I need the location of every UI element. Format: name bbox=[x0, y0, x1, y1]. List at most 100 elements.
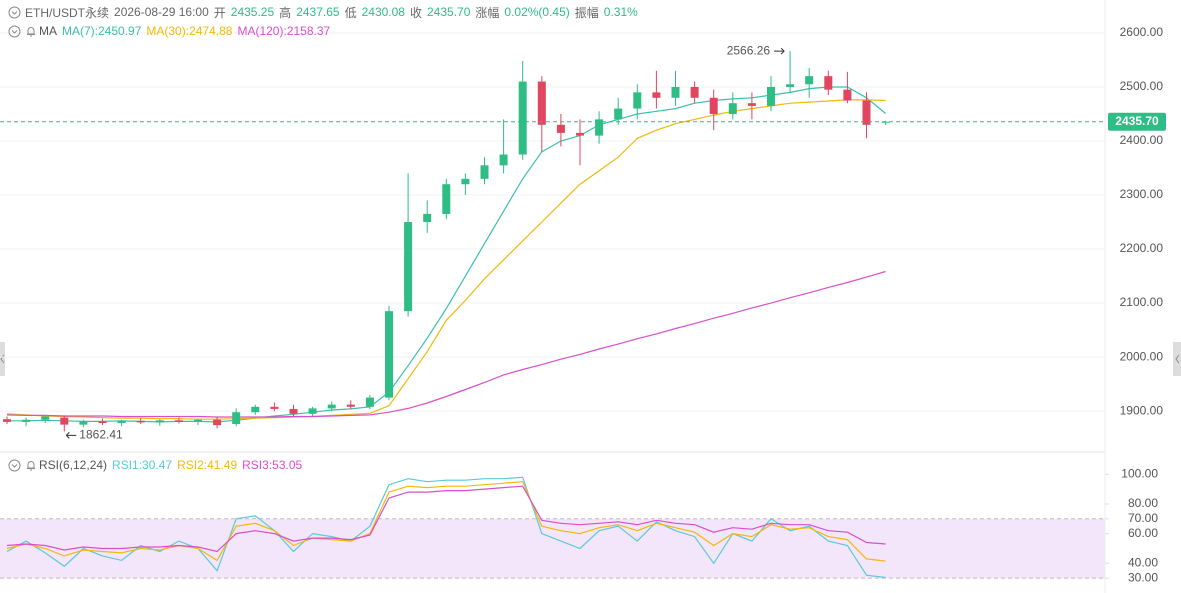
scroll-arrows bbox=[0, 354, 1180, 364]
symbol: ETH/USDT永续 bbox=[25, 5, 110, 20]
candle-body bbox=[327, 404, 336, 409]
field-value: 2435.70 bbox=[427, 5, 471, 19]
candle-body bbox=[595, 119, 604, 136]
legend-entry: RSI3:53.05 bbox=[242, 458, 303, 472]
rsi-tick-label: 40.00 bbox=[1128, 555, 1158, 569]
last-price-label: 2435.70 bbox=[1115, 114, 1159, 128]
candle-body bbox=[79, 421, 88, 425]
high-arrow bbox=[774, 47, 785, 55]
y-tick-label: 2400.00 bbox=[1120, 133, 1164, 147]
candle-body bbox=[824, 76, 833, 90]
alert-icon[interactable] bbox=[25, 25, 37, 38]
candle-body bbox=[499, 154, 508, 166]
high-label: 2566.26 bbox=[727, 43, 771, 57]
candle-body bbox=[289, 408, 298, 414]
candle-body bbox=[671, 86, 680, 98]
field-value: 2430.08 bbox=[361, 5, 405, 19]
candle-body bbox=[346, 404, 355, 407]
candle-body bbox=[365, 397, 374, 407]
candle-body bbox=[556, 124, 565, 133]
candle-body bbox=[747, 103, 756, 106]
candle-body bbox=[576, 132, 584, 136]
candle-body bbox=[174, 420, 183, 422]
y-tick-label: 2000.00 bbox=[1120, 349, 1164, 363]
candle-body bbox=[98, 421, 107, 423]
candle-body bbox=[3, 419, 11, 422]
field-label: 振幅 bbox=[574, 5, 599, 20]
field-value: 2437.65 bbox=[296, 5, 340, 19]
field-label: 低 bbox=[344, 5, 357, 20]
alert-icon[interactable] bbox=[25, 459, 37, 472]
candle-body bbox=[805, 76, 814, 85]
y-tick-label: 1900.00 bbox=[1120, 403, 1164, 417]
rsi-tick-label: 60.00 bbox=[1128, 526, 1158, 540]
candle-body bbox=[442, 184, 451, 214]
y-tick-label: 2200.00 bbox=[1120, 241, 1164, 255]
y-tick-label: 2100.00 bbox=[1120, 295, 1164, 309]
indicator-line bbox=[6, 99, 886, 420]
candle-body bbox=[537, 81, 546, 125]
candle-body bbox=[728, 103, 737, 114]
field-label: 高 bbox=[279, 5, 292, 20]
field-value: 0.31% bbox=[603, 5, 638, 19]
ma-legend: MA MA(7):2450.97 MA(30):2474.88 MA(120):215… bbox=[0, 23, 335, 39]
y-tick-label: 2300.00 bbox=[1120, 187, 1164, 201]
legend-entry: RSI2:41.49 bbox=[177, 458, 238, 472]
candle-body bbox=[60, 417, 69, 425]
candle-body bbox=[308, 408, 317, 414]
ma-title: MA bbox=[39, 24, 57, 38]
collapse-icon[interactable] bbox=[8, 6, 21, 19]
rsi-title: RSI(6,12,24) bbox=[39, 458, 108, 472]
candle-body bbox=[480, 165, 489, 179]
candle-body bbox=[862, 100, 871, 125]
rsi-legend: RSI(6,12,24) RSI1:30.47 RSI2:41.49 RSI3:53.… bbox=[0, 457, 307, 473]
legend-entry: MA(30):2474.88 bbox=[146, 24, 233, 38]
field-label: 涨幅 bbox=[475, 5, 500, 20]
last-price-box bbox=[1108, 112, 1166, 131]
candle-body bbox=[194, 419, 202, 422]
rsi-tick-label: 100.00 bbox=[1121, 466, 1158, 480]
y-tick-label: 2600.00 bbox=[1120, 25, 1164, 39]
field-label: 开 bbox=[213, 5, 226, 20]
rsi-tick-label: 30.00 bbox=[1128, 570, 1158, 584]
candle-body bbox=[690, 86, 699, 98]
ohlc-header: ETH/USDT永续 2026-08-29 16:00 开 2435.25 高 2437.… bbox=[0, 4, 643, 20]
collapse-icon[interactable] bbox=[8, 459, 21, 472]
rsi-tick-label: 70.00 bbox=[1128, 511, 1158, 525]
indicator-line bbox=[6, 270, 886, 418]
candle-body bbox=[213, 419, 222, 426]
candle-body bbox=[155, 420, 164, 423]
indicator-line bbox=[6, 481, 886, 562]
low-label: 1862.41 bbox=[79, 428, 123, 442]
candle-body bbox=[461, 178, 470, 185]
collapse-icon[interactable] bbox=[8, 25, 21, 38]
candle-body bbox=[423, 213, 432, 223]
scroll-tab-right[interactable] bbox=[1173, 342, 1181, 376]
candle-body bbox=[786, 84, 795, 87]
candle-body bbox=[709, 97, 718, 114]
scroll-tab-left[interactable] bbox=[0, 342, 5, 376]
timestamp: 2026-08-29 16:00 bbox=[114, 5, 209, 19]
low-arrow bbox=[65, 432, 77, 439]
candle-body bbox=[652, 92, 661, 98]
field-value: 2435.25 bbox=[230, 5, 275, 19]
legend-entry: MA(7):2450.97 bbox=[62, 24, 142, 38]
candle-body bbox=[404, 222, 413, 312]
candle-body bbox=[385, 311, 393, 398]
candle-body bbox=[251, 406, 260, 413]
candle-body bbox=[518, 81, 527, 155]
candle-body bbox=[767, 86, 775, 106]
indicator-line bbox=[7, 86, 886, 423]
field-value: 0.02%(0.45) bbox=[504, 5, 570, 19]
legend-entry: RSI1:30.47 bbox=[112, 458, 173, 472]
candle-body bbox=[614, 108, 623, 120]
candle-body bbox=[633, 92, 642, 109]
candle-body bbox=[136, 420, 145, 423]
legend-entry: MA(120):2158.37 bbox=[237, 24, 331, 38]
candle-body bbox=[232, 412, 241, 425]
indicator-line bbox=[6, 485, 886, 553]
rsi-tick-label: 80.00 bbox=[1128, 496, 1158, 510]
candle-body bbox=[117, 420, 126, 423]
